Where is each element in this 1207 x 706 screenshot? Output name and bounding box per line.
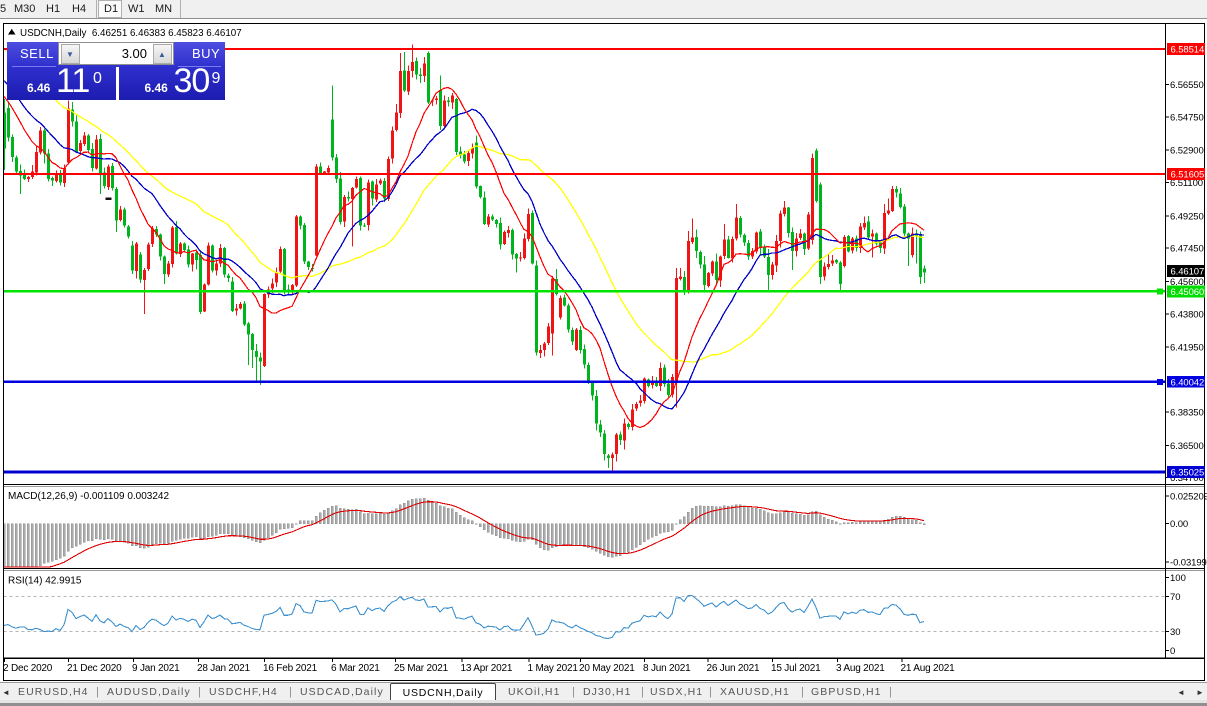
svg-text:0: 0 bbox=[1170, 646, 1175, 657]
svg-text:8 Jun 2021: 8 Jun 2021 bbox=[643, 663, 691, 674]
svg-text:6.54750: 6.54750 bbox=[1170, 112, 1204, 123]
svg-text:-0.03199: -0.03199 bbox=[1170, 558, 1207, 569]
svg-text:6.40042: 6.40042 bbox=[1171, 377, 1205, 388]
svg-text:28 Jan 2021: 28 Jan 2021 bbox=[197, 663, 250, 674]
svg-text:6 Mar 2021: 6 Mar 2021 bbox=[331, 663, 380, 674]
svg-text:1 May 2021: 1 May 2021 bbox=[528, 663, 579, 674]
svg-text:26 Jun 2021: 26 Jun 2021 bbox=[707, 663, 760, 674]
svg-text:6.45060: 6.45060 bbox=[1171, 287, 1205, 298]
svg-text:21 Aug 2021: 21 Aug 2021 bbox=[901, 663, 956, 674]
svg-text:9 Jan 2021: 9 Jan 2021 bbox=[132, 663, 180, 674]
svg-text:6.52900: 6.52900 bbox=[1170, 146, 1204, 157]
svg-text:6.46107: 6.46107 bbox=[1171, 267, 1205, 278]
svg-text:0.00: 0.00 bbox=[1170, 519, 1188, 530]
svg-text:20 May 2021: 20 May 2021 bbox=[579, 663, 635, 674]
svg-text:6.38350: 6.38350 bbox=[1170, 408, 1204, 419]
svg-text:6.35025: 6.35025 bbox=[1171, 468, 1205, 479]
svg-text:USDCNH,Daily 6.46251 6.46383: USDCNH,Daily 6.46251 6.46383 6.45823 6.4… bbox=[20, 28, 242, 39]
svg-text:6.36500: 6.36500 bbox=[1170, 441, 1204, 452]
svg-text:6.58514: 6.58514 bbox=[1171, 45, 1205, 56]
svg-text:2 Dec 2020: 2 Dec 2020 bbox=[3, 663, 53, 674]
svg-text:6.41950: 6.41950 bbox=[1170, 343, 1204, 354]
svg-text:6.47450: 6.47450 bbox=[1170, 244, 1204, 255]
svg-text:21 Dec 2020: 21 Dec 2020 bbox=[67, 663, 122, 674]
svg-text:13 Apr 2021: 13 Apr 2021 bbox=[461, 663, 513, 674]
svg-text:15 Jul 2021: 15 Jul 2021 bbox=[771, 663, 821, 674]
svg-text:RSI(14) 42.9915: RSI(14) 42.9915 bbox=[8, 576, 82, 587]
svg-text:30: 30 bbox=[1170, 627, 1181, 638]
svg-text:6.56550: 6.56550 bbox=[1170, 80, 1204, 91]
svg-text:MACD(12,26,9) -0.001109 0.0032: MACD(12,26,9) -0.001109 0.003242 bbox=[8, 491, 169, 502]
svg-text:6.45600: 6.45600 bbox=[1170, 277, 1204, 288]
svg-text:0.025209: 0.025209 bbox=[1170, 492, 1207, 503]
svg-text:25 Mar 2021: 25 Mar 2021 bbox=[394, 663, 449, 674]
svg-text:6.49250: 6.49250 bbox=[1170, 211, 1204, 222]
svg-text:6.34700: 6.34700 bbox=[1170, 473, 1204, 484]
svg-text:70: 70 bbox=[1170, 592, 1181, 603]
svg-text:16 Feb 2021: 16 Feb 2021 bbox=[263, 663, 318, 674]
svg-text:6.51605: 6.51605 bbox=[1171, 170, 1205, 181]
svg-text:6.43800: 6.43800 bbox=[1170, 309, 1204, 320]
svg-text:100: 100 bbox=[1170, 573, 1186, 584]
svg-text:6.51100: 6.51100 bbox=[1170, 178, 1203, 189]
svg-text:3 Aug 2021: 3 Aug 2021 bbox=[836, 663, 885, 674]
